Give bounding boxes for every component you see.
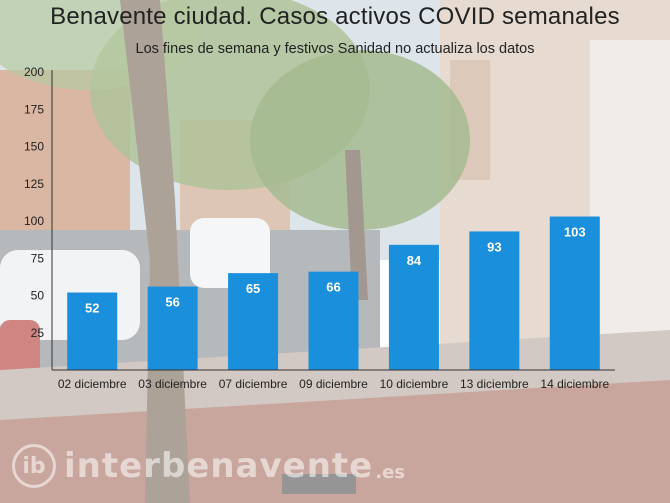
bar — [308, 271, 359, 370]
bar-value-label: 52 — [85, 301, 99, 316]
bar-value-label: 93 — [487, 239, 501, 254]
x-tick-label: 07 diciembre — [219, 377, 288, 391]
bar-value-label: 84 — [407, 253, 422, 268]
x-tick-label: 10 diciembre — [380, 377, 449, 391]
y-tick-label: 50 — [31, 289, 45, 303]
y-tick-label: 75 — [31, 251, 45, 265]
y-tick-label: 200 — [24, 65, 44, 79]
bar-value-label: 103 — [564, 225, 586, 240]
watermark: ib interbenavente .es — [12, 438, 405, 494]
brand-name: interbenavente — [64, 446, 374, 486]
y-tick-label: 150 — [24, 140, 44, 154]
bar-value-label: 66 — [326, 280, 340, 295]
y-tick-label: 25 — [31, 326, 45, 340]
chart-title: Benavente ciudad. Casos activos COVID se… — [50, 3, 620, 30]
bar — [549, 216, 600, 370]
x-tick-label: 13 diciembre — [460, 377, 529, 391]
bar — [388, 244, 439, 370]
brand-logo-icon: ib — [12, 444, 56, 488]
x-tick-label: 14 diciembre — [540, 377, 609, 391]
bar — [147, 286, 198, 370]
brand-tld: .es — [375, 461, 405, 483]
bar — [469, 231, 520, 370]
bar-value-label: 56 — [165, 295, 179, 310]
bars: 52 56 65 66 84 93 103 — [67, 216, 600, 370]
bar-value-label: 65 — [246, 281, 260, 296]
x-tick-label: 02 diciembre — [58, 377, 127, 391]
y-tick-label: 125 — [24, 177, 44, 191]
y-axis: 25 50 75 100 125 150 175 200 — [24, 65, 53, 370]
bar — [67, 292, 118, 370]
y-tick-label: 100 — [24, 214, 44, 228]
x-tick-label: 09 diciembre — [299, 377, 368, 391]
bar — [228, 273, 279, 370]
y-tick-label: 175 — [24, 102, 44, 116]
x-axis: 02 diciembre 03 diciembre 07 diciembre 09 d… — [52, 369, 615, 391]
x-tick-label: 03 diciembre — [138, 377, 207, 391]
chart-subtitle: Los fines de semana y festivos Sanidad n… — [135, 41, 535, 57]
